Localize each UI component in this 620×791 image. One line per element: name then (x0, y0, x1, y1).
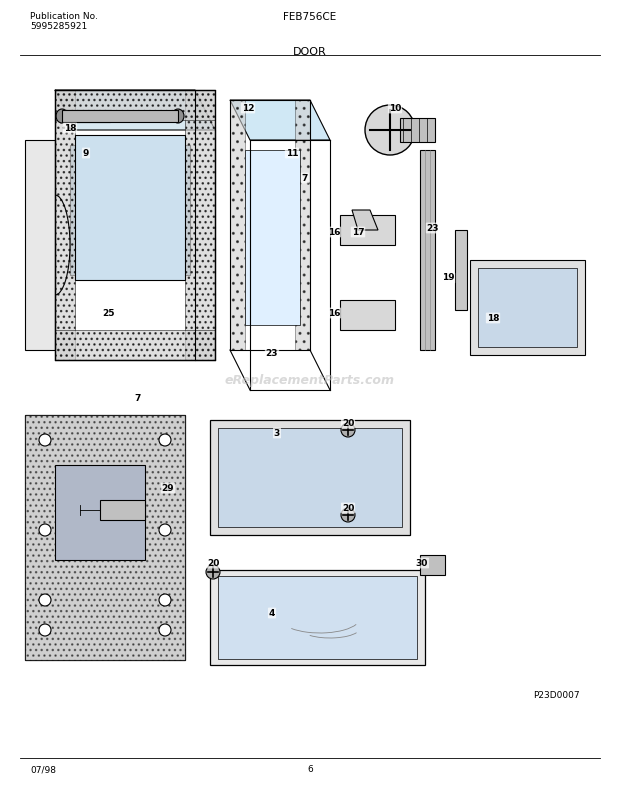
Circle shape (159, 624, 171, 636)
Text: 07/98: 07/98 (30, 766, 56, 774)
Bar (62, 110, 178, 122)
Bar (340, 215, 395, 245)
Text: 23: 23 (427, 224, 439, 233)
Circle shape (159, 524, 171, 536)
Text: 25: 25 (102, 308, 114, 317)
Bar (245, 150, 300, 325)
Text: 4: 4 (269, 608, 275, 618)
Bar (400, 118, 435, 142)
Text: 17: 17 (352, 228, 365, 237)
Text: 6: 6 (307, 766, 313, 774)
Circle shape (365, 105, 415, 155)
Text: 12: 12 (242, 104, 254, 112)
Text: DOOR: DOOR (293, 47, 327, 57)
Text: 16: 16 (328, 228, 340, 237)
Text: 18: 18 (487, 313, 499, 323)
Text: 18: 18 (64, 123, 76, 133)
Text: FEB756CE: FEB756CE (283, 12, 337, 22)
Text: 5995285921: 5995285921 (30, 22, 87, 31)
Text: 7: 7 (135, 393, 141, 403)
Bar (210, 570, 425, 665)
Text: 19: 19 (441, 274, 454, 282)
Circle shape (341, 423, 355, 437)
Text: 30: 30 (416, 558, 428, 567)
Ellipse shape (56, 109, 68, 123)
Text: 20: 20 (207, 558, 219, 567)
Text: eReplacementParts.com: eReplacementParts.com (225, 373, 395, 387)
Bar (218, 576, 417, 659)
Bar (230, 100, 245, 350)
Text: 11: 11 (286, 149, 298, 157)
Text: 16: 16 (328, 308, 340, 317)
Bar (185, 90, 215, 360)
Bar (420, 150, 435, 350)
Bar (55, 90, 215, 120)
Bar (25, 415, 185, 660)
Circle shape (159, 434, 171, 446)
Bar (55, 465, 145, 560)
Circle shape (39, 624, 51, 636)
Circle shape (39, 434, 51, 446)
Text: 7: 7 (302, 173, 308, 183)
Text: 20: 20 (342, 504, 354, 513)
Bar (70, 145, 190, 275)
Polygon shape (25, 415, 185, 660)
Bar (478, 268, 577, 347)
Circle shape (341, 508, 355, 522)
Polygon shape (100, 500, 145, 520)
Polygon shape (230, 100, 330, 140)
Ellipse shape (172, 109, 184, 123)
Bar (75, 135, 185, 280)
Bar (470, 260, 585, 355)
Bar (340, 300, 395, 330)
Text: 20: 20 (342, 418, 354, 427)
Text: P23D0007: P23D0007 (533, 691, 580, 699)
Bar (295, 100, 310, 350)
Text: 10: 10 (389, 104, 401, 112)
Polygon shape (55, 90, 215, 130)
Polygon shape (25, 140, 55, 350)
Bar (218, 428, 402, 527)
Polygon shape (62, 110, 110, 122)
Bar (55, 330, 215, 360)
Text: 29: 29 (162, 483, 174, 493)
Text: 9: 9 (83, 149, 89, 157)
Bar (455, 230, 467, 310)
Circle shape (39, 594, 51, 606)
Circle shape (39, 524, 51, 536)
Polygon shape (352, 210, 378, 230)
Bar (55, 90, 75, 360)
Circle shape (159, 594, 171, 606)
Text: 23: 23 (266, 349, 278, 358)
Text: 3: 3 (274, 429, 280, 437)
Circle shape (206, 565, 220, 579)
Bar (210, 420, 410, 535)
Polygon shape (420, 555, 445, 575)
Text: Publication No.: Publication No. (30, 12, 98, 21)
